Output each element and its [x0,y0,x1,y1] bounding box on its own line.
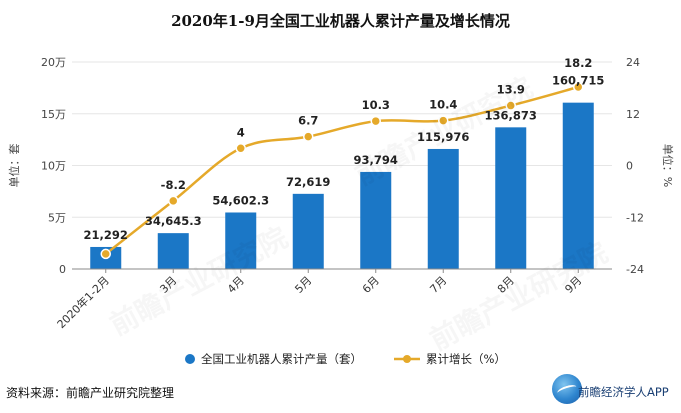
line-point [505,100,516,111]
legend-bar-label: 全国工业机器人累计产量（套） [201,352,362,366]
x-tick-label: 9月 [562,274,584,296]
bar-value-label: 115,976 [417,130,469,144]
bar [292,193,324,269]
legend-line-dot [403,355,411,363]
legend: 全国工业机器人累计产量（套） 累计增长（%） [185,352,506,366]
bar-value-label: 54,602.3 [212,193,269,207]
y-right-tick-label: 24 [626,56,640,69]
brand-logo-icon [552,374,582,404]
bar [157,233,189,269]
legend-bar-marker [185,354,195,364]
x-tick-label: 8月 [495,274,517,296]
line-point [573,81,584,93]
line-value-label: 13.9 [497,83,525,97]
bar [562,102,594,269]
bar-value-label: 72,619 [286,175,330,189]
brand-name: 前瞻经济学人APP [578,385,669,399]
bar [427,148,459,269]
line-point [168,195,179,207]
x-tick-label: 6月 [360,274,382,296]
legend-line-label: 累计增长（%） [426,352,506,366]
x-tick-label: 7月 [427,274,449,296]
bar-value-label: 160,715 [552,74,604,88]
y-left-tick-label: 15万 [41,108,66,121]
line-point [100,248,111,260]
line-point [370,115,381,127]
bar [360,171,392,269]
bar-series [90,102,594,269]
x-tick-label: 2020年1-2月 [54,273,112,331]
line-value-label: -8.2 [161,178,186,192]
bar-value-label: 21,292 [84,228,128,242]
grid-lines [72,61,612,218]
y-left-tick-label: 10万 [41,160,66,173]
source-note: 资料来源：前瞻产业研究院整理 [6,386,175,400]
line-point [303,131,314,142]
chart-title: 2020年1-9月全国工业机器人累计产量及增长情况 [171,12,510,30]
y-left-tick-label: 20万 [41,56,66,69]
y-left-tick-label: 0 [59,263,66,276]
y-right-tick-label: 12 [626,108,640,121]
bar [495,127,527,269]
line-point [235,143,246,154]
line-value-label: 4 [237,125,245,139]
y-left-axis-label: 单位：套 [7,144,21,188]
bar-value-label: 93,794 [354,153,398,167]
bar-value-label: 136,873 [485,108,537,122]
x-tick-label: 4月 [225,274,247,296]
line-value-label: 10.3 [362,98,390,112]
y-right-tick-label: -24 [626,263,644,276]
line-point [438,115,449,126]
x-tick-label: 5月 [292,274,314,296]
line-series [100,81,584,260]
y-right-tick-label: -12 [626,211,644,224]
line-value-label: 10.4 [429,98,457,112]
bar-value-label: 34,645.3 [145,214,202,228]
x-tick-label: 3月 [157,274,179,296]
y-right-tick-label: 0 [626,160,633,173]
data-labels: 21,292 34,645.3 54,602.3 72,619 93,794 115,97… [84,56,605,242]
bar [225,212,257,269]
line-value-label: 6.7 [298,114,318,128]
y-right-axis-label: 单位：% [661,144,675,187]
brand-badge: 前瞻经济学人APP [552,372,676,408]
y-left-tick-label: 5万 [48,211,66,224]
line-value-label: 18.2 [564,56,592,70]
